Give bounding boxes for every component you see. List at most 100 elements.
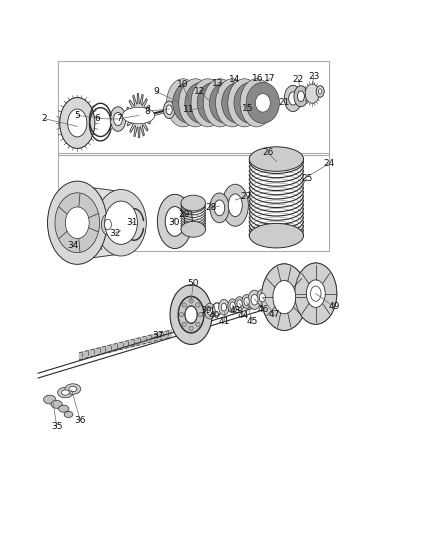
Ellipse shape: [194, 94, 208, 112]
Ellipse shape: [246, 83, 279, 123]
Ellipse shape: [65, 207, 89, 239]
Ellipse shape: [210, 90, 229, 116]
Ellipse shape: [55, 193, 99, 253]
Ellipse shape: [310, 286, 320, 301]
Text: 41: 41: [218, 317, 229, 326]
Ellipse shape: [284, 85, 301, 111]
Ellipse shape: [294, 263, 336, 324]
Text: 49: 49: [328, 302, 339, 311]
Text: 40: 40: [208, 311, 219, 320]
Ellipse shape: [318, 89, 321, 94]
Ellipse shape: [234, 297, 244, 311]
Ellipse shape: [178, 79, 212, 127]
Ellipse shape: [261, 264, 306, 330]
Ellipse shape: [206, 94, 221, 112]
Ellipse shape: [64, 411, 73, 417]
Ellipse shape: [261, 264, 306, 330]
Ellipse shape: [179, 312, 183, 317]
Text: 26: 26: [261, 148, 273, 157]
Ellipse shape: [188, 299, 193, 303]
Ellipse shape: [247, 290, 261, 309]
Ellipse shape: [288, 92, 297, 105]
Ellipse shape: [67, 109, 87, 137]
Polygon shape: [126, 93, 150, 138]
Text: 23: 23: [307, 71, 318, 80]
Ellipse shape: [182, 303, 186, 307]
Ellipse shape: [297, 91, 304, 101]
Ellipse shape: [181, 94, 196, 112]
Ellipse shape: [251, 295, 258, 305]
Text: 44: 44: [237, 311, 249, 320]
Ellipse shape: [221, 83, 254, 123]
Text: 43: 43: [229, 306, 240, 315]
Ellipse shape: [249, 147, 303, 171]
Ellipse shape: [195, 322, 200, 327]
Text: 29: 29: [178, 211, 190, 220]
Ellipse shape: [244, 297, 249, 305]
Ellipse shape: [122, 107, 154, 124]
Text: 9: 9: [153, 87, 159, 96]
Ellipse shape: [203, 79, 236, 127]
Ellipse shape: [221, 303, 226, 311]
Ellipse shape: [249, 223, 303, 248]
Text: 47: 47: [268, 310, 279, 319]
Ellipse shape: [51, 400, 62, 408]
Text: 37: 37: [152, 331, 164, 340]
Ellipse shape: [43, 395, 56, 404]
Ellipse shape: [169, 92, 188, 122]
Text: 11: 11: [183, 106, 194, 115]
Ellipse shape: [101, 214, 114, 235]
Ellipse shape: [259, 293, 265, 302]
Ellipse shape: [247, 90, 265, 116]
Ellipse shape: [95, 189, 146, 256]
Ellipse shape: [113, 112, 122, 126]
Ellipse shape: [209, 193, 229, 223]
Ellipse shape: [233, 83, 267, 123]
Ellipse shape: [184, 306, 197, 324]
Ellipse shape: [182, 322, 186, 327]
Text: 12: 12: [194, 87, 205, 96]
Ellipse shape: [237, 300, 242, 308]
Ellipse shape: [170, 285, 212, 344]
Ellipse shape: [315, 86, 323, 97]
Text: 5: 5: [74, 111, 80, 120]
Ellipse shape: [243, 94, 258, 112]
Ellipse shape: [157, 195, 192, 248]
Ellipse shape: [165, 207, 184, 236]
Ellipse shape: [178, 296, 204, 333]
Ellipse shape: [293, 86, 307, 107]
Text: 15: 15: [242, 103, 253, 112]
Ellipse shape: [186, 90, 204, 116]
Ellipse shape: [294, 263, 336, 324]
Ellipse shape: [163, 101, 174, 118]
Text: 13: 13: [211, 79, 223, 88]
Ellipse shape: [222, 184, 248, 226]
Text: 21: 21: [278, 98, 289, 107]
Text: 10: 10: [176, 80, 187, 90]
Ellipse shape: [60, 98, 95, 148]
Ellipse shape: [172, 83, 205, 123]
Ellipse shape: [191, 79, 224, 127]
Ellipse shape: [60, 98, 95, 148]
Ellipse shape: [184, 83, 218, 123]
Ellipse shape: [57, 387, 73, 398]
Ellipse shape: [180, 221, 205, 237]
Text: 36: 36: [74, 416, 86, 425]
Ellipse shape: [227, 299, 237, 313]
Ellipse shape: [177, 88, 199, 121]
Ellipse shape: [178, 297, 203, 333]
Ellipse shape: [61, 390, 69, 395]
Ellipse shape: [65, 384, 81, 394]
Ellipse shape: [223, 90, 241, 116]
Ellipse shape: [69, 386, 77, 392]
Text: 46: 46: [257, 305, 268, 314]
Ellipse shape: [256, 289, 268, 306]
Ellipse shape: [197, 83, 230, 123]
Ellipse shape: [58, 405, 69, 412]
Text: 31: 31: [126, 218, 138, 227]
Polygon shape: [79, 330, 171, 360]
Ellipse shape: [47, 181, 107, 264]
Text: 17: 17: [264, 74, 275, 83]
Text: 32: 32: [109, 229, 120, 238]
Text: 16: 16: [252, 74, 263, 83]
